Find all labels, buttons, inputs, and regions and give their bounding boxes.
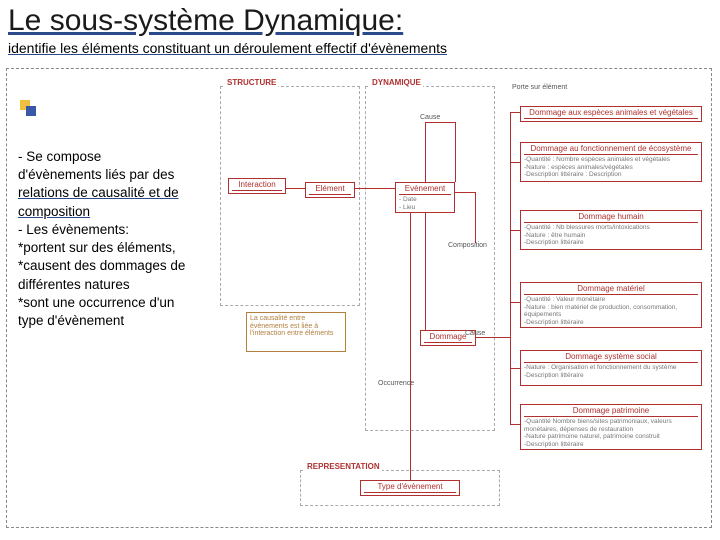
class-box-element: Elément	[305, 182, 355, 198]
class-title: Dommage aux espèces animales et végétale…	[524, 108, 698, 119]
connector-line	[286, 188, 305, 189]
relation-label-porte: Porte sur élément	[512, 84, 567, 91]
connector-line	[476, 337, 510, 338]
connector-line	[425, 204, 426, 330]
connector-line	[510, 424, 520, 425]
class-title: Interaction	[232, 180, 282, 191]
connector-line	[475, 192, 476, 242]
page-title: Le sous-système Dynamique:	[0, 0, 720, 38]
class-title: Dommage système social	[524, 352, 698, 363]
sidebar-text: - Se compose d'évènements liés par des r…	[18, 148, 188, 330]
class-box-interaction: Interaction	[228, 178, 286, 194]
class-title: Dommage matériel	[524, 284, 698, 295]
connector-line	[510, 162, 520, 163]
class-title: Evènement	[399, 184, 451, 195]
connector-line	[355, 188, 395, 189]
connector-line	[510, 368, 520, 369]
class-title: Dommage patrimoine	[524, 406, 698, 417]
uml-note: La causalité entre évènements est liée à…	[246, 312, 346, 352]
relation-label-cause1: Cause	[420, 114, 440, 121]
class-box-d_pat: Dommage patrimoine-Quantité Nombre biens…	[520, 404, 702, 450]
class-box-d_hum: Dommage humain-Quantité : Nb blessures m…	[520, 210, 702, 250]
sidebar-p1b: relations de causalité et de composition	[18, 185, 179, 218]
package-label-structure: STRUCTURE	[225, 78, 278, 87]
relation-label-composition: Composition	[448, 242, 487, 249]
class-box-evenement: Evènement- Date- Lieu	[395, 182, 455, 213]
connector-line	[510, 230, 520, 231]
class-box-d_esp: Dommage aux espèces animales et végétale…	[520, 106, 702, 122]
sidebar-p1a: - Se compose d'évènements liés par des	[18, 149, 174, 182]
bullet-icon	[20, 100, 42, 120]
package-label-dynamique: DYNAMIQUE	[370, 78, 423, 87]
sidebar-p2: - Les évènements:	[18, 222, 129, 237]
class-attrs: -Quantité : Valeur monétaire-Nature : bi…	[524, 296, 698, 326]
class-attrs: -Nature : Organisation et fonctionnement…	[524, 364, 698, 379]
class-box-typeEv: Type d'évènement	[360, 480, 460, 496]
connector-line	[425, 122, 455, 123]
connector-line	[455, 192, 475, 193]
connector-line	[410, 204, 411, 480]
class-title: Type d'évènement	[364, 482, 456, 493]
connector-line	[510, 302, 520, 303]
class-title: Dommage au fonctionnement de écosystème	[524, 144, 698, 155]
sidebar-p4: *causent des dommages de différentes nat…	[18, 258, 185, 291]
connector-line	[510, 112, 511, 424]
sidebar-p3: *portent sur des éléments,	[18, 240, 176, 255]
class-title: Dommage humain	[524, 212, 698, 223]
connector-line	[425, 122, 426, 182]
package-label-representation: REPRESENTATION	[305, 462, 382, 471]
sidebar-p5: *sont une occurrence d'un type d'évèneme…	[18, 295, 174, 328]
class-attrs: - Date- Lieu	[399, 196, 451, 211]
class-title: Elément	[309, 184, 351, 195]
relation-label-occurrence: Occurrence	[378, 380, 414, 387]
page-subtitle: identifie les éléments constituant un dé…	[0, 38, 720, 58]
class-attrs: -Quantité : Nb blessures morts/intoxicat…	[524, 224, 698, 246]
uml-diagram: STRUCTUREDYNAMIQUEREPRESENTATIONInteract…	[210, 82, 710, 512]
connector-line	[455, 122, 456, 182]
relation-label-cause2: Cause	[465, 330, 485, 337]
class-box-d_soc: Dommage système social-Nature : Organisa…	[520, 350, 702, 386]
class-box-d_eco: Dommage au fonctionnement de écosystème-…	[520, 142, 702, 182]
class-attrs: -Quantité : Nombre espèces animales et v…	[524, 156, 698, 178]
class-attrs: -Quantité Nombre biens/sites patrimoniau…	[524, 418, 698, 448]
class-box-d_mat: Dommage matériel-Quantité : Valeur monét…	[520, 282, 702, 328]
connector-line	[510, 112, 520, 113]
